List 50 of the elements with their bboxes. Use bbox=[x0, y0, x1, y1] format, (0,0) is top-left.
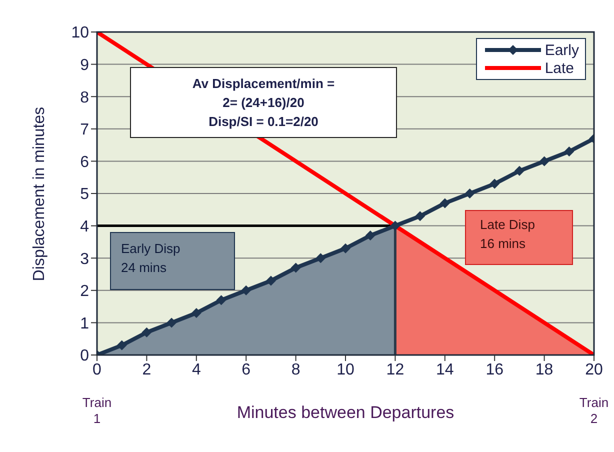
x-tick-label: 10 bbox=[336, 361, 354, 378]
y-tick-label: 2 bbox=[80, 283, 90, 300]
point bbox=[415, 211, 426, 222]
x-tick-label: 16 bbox=[486, 361, 504, 378]
point bbox=[490, 178, 500, 189]
point bbox=[340, 243, 350, 254]
x-tick-label: 18 bbox=[535, 361, 554, 378]
text: Train 2 bbox=[578, 395, 610, 427]
point bbox=[440, 198, 450, 208]
point bbox=[241, 285, 252, 296]
x-tick-label: 2 bbox=[142, 361, 152, 378]
x-tick-label: 8 bbox=[291, 361, 300, 378]
text: Train 1 bbox=[81, 395, 113, 427]
point bbox=[365, 230, 376, 240]
point bbox=[564, 146, 574, 157]
x-tick-label: 0 bbox=[92, 361, 102, 378]
y-tick-label: 0 bbox=[80, 348, 90, 365]
point bbox=[266, 276, 276, 286]
y-tick-label: 7 bbox=[80, 122, 90, 139]
point bbox=[539, 156, 550, 166]
point bbox=[290, 262, 301, 273]
y-axis-title: Displacement in minutes bbox=[31, 106, 49, 281]
y-tick-label: 6 bbox=[80, 154, 90, 171]
note-box: Late Disp 16 mins bbox=[465, 210, 573, 265]
y-tick-label: 10 bbox=[71, 24, 90, 42]
note-box: Av Displacement/min = 2= (24+16)/20 Disp/SI = 0.1=2/20 bbox=[130, 67, 397, 138]
legend-label: Early bbox=[544, 42, 579, 58]
legend-label: Late bbox=[544, 60, 574, 76]
x-tick-label: 14 bbox=[436, 361, 454, 378]
y-tick-label: 8 bbox=[80, 89, 90, 106]
point bbox=[166, 318, 177, 328]
point bbox=[390, 220, 400, 231]
point bbox=[216, 295, 226, 306]
y-tick-label: 3 bbox=[80, 250, 90, 268]
x-tick-label: 12 bbox=[386, 361, 404, 378]
x-tick-label: 4 bbox=[192, 361, 201, 378]
x-tick-label: 20 bbox=[585, 361, 603, 378]
x-axis-title: Minutes between Departures bbox=[236, 403, 456, 423]
y-tick-label: 5 bbox=[80, 186, 90, 204]
point bbox=[316, 253, 326, 264]
note-box: Early Disp 24 mins bbox=[110, 232, 235, 290]
y-tick-label: 1 bbox=[80, 315, 90, 332]
x-tick-label: 6 bbox=[242, 361, 251, 378]
point bbox=[464, 188, 475, 198]
point bbox=[142, 327, 152, 338]
y-tick-label: 4 bbox=[80, 218, 90, 236]
y-tick-label: 9 bbox=[80, 56, 90, 74]
point bbox=[191, 308, 202, 318]
point bbox=[116, 340, 127, 350]
point bbox=[514, 166, 524, 176]
